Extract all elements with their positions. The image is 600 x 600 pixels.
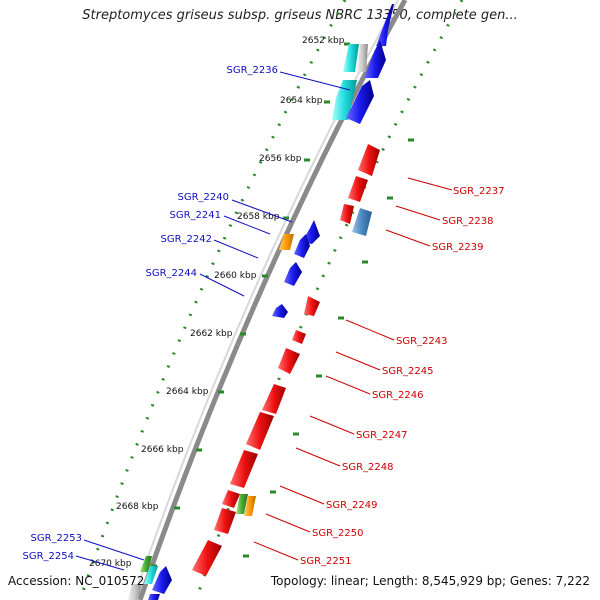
leader-line <box>231 199 293 223</box>
gene-label[interactable]: SGR_2240 <box>178 192 230 203</box>
gene-label[interactable]: SGR_2241 <box>170 210 222 221</box>
gene-arrow[interactable] <box>262 384 286 414</box>
leader-line <box>223 215 271 235</box>
gene-label[interactable]: SGR_2239 <box>432 242 484 253</box>
left-leader-lines <box>75 71 351 571</box>
topology-text: Topology: linear; Length: 8,545,929 bp; … <box>270 574 590 588</box>
gene-label[interactable]: SGR_2242 <box>161 234 213 245</box>
gene-arrow[interactable] <box>244 496 256 516</box>
gene-label[interactable]: SGR_2250 <box>312 528 364 539</box>
gene-arrow[interactable] <box>340 204 354 224</box>
gene-arrow[interactable] <box>364 40 386 78</box>
kbp-tick-labels: 2652 kbp 2654 kbp 2656 kbp 2658 kbp 2660… <box>89 36 345 569</box>
gene-arrow[interactable] <box>144 566 158 584</box>
gene-label[interactable]: SGR_2236 <box>227 65 279 76</box>
leader-line <box>199 273 245 297</box>
gene-arrow[interactable] <box>279 234 294 250</box>
leader-line <box>83 539 145 561</box>
kbp-tick-label: 2668 kbp <box>116 502 159 512</box>
gene-arrow[interactable] <box>357 44 368 72</box>
tick-track-outer <box>78 0 347 600</box>
leader-line <box>265 513 311 533</box>
gene-label[interactable]: SGR_2254 <box>23 551 75 562</box>
kbp-tick-label: 2656 kbp <box>259 154 302 164</box>
gene-label[interactable]: SGR_2244 <box>146 268 198 279</box>
gene-arrow[interactable] <box>348 176 368 202</box>
gene-arrow[interactable] <box>284 262 302 286</box>
gene-arrow[interactable] <box>140 556 152 572</box>
gene-label[interactable]: SGR_2237 <box>453 186 505 197</box>
leader-line <box>345 319 395 341</box>
gene-arrow[interactable] <box>352 208 372 236</box>
forward-strand-genes <box>128 4 394 600</box>
gene-arrow[interactable] <box>343 44 359 72</box>
map-title: Streptomyces griseus subsp. griseus NBRC… <box>82 8 518 23</box>
gene-label[interactable]: SGR_2253 <box>31 533 83 544</box>
gene-arrow[interactable] <box>304 296 320 316</box>
gene-arrow[interactable] <box>294 234 310 258</box>
gene-arrow[interactable] <box>148 594 160 600</box>
leader-line <box>213 239 259 259</box>
kbp-tick-label: 2660 kbp <box>214 271 257 281</box>
gene-arrow[interactable] <box>272 304 288 318</box>
gene-arrow[interactable] <box>358 144 380 176</box>
reverse-strand-genes <box>192 144 380 576</box>
kbp-tick-label: 2670 kbp <box>89 559 132 569</box>
gene-arrow[interactable] <box>152 566 172 594</box>
leader-line <box>407 177 453 191</box>
left-gene-labels: SGR_2236 SGR_2240 SGR_2241 SGR_2242 SGR_… <box>23 65 279 562</box>
accession-text: Accession: NC_010572 <box>8 574 145 588</box>
gene-arrow[interactable] <box>346 80 374 124</box>
kbp-tick-label: 2664 kbp <box>166 387 209 397</box>
gene-arrow[interactable] <box>332 80 357 120</box>
right-gene-labels: SGR_2237 SGR_2238 SGR_2239 SGR_2243 SGR_… <box>300 186 505 567</box>
gene-label[interactable]: SGR_2249 <box>326 500 378 511</box>
gene-label[interactable]: SGR_2246 <box>372 390 424 401</box>
leader-line <box>295 447 341 467</box>
leader-line <box>253 541 299 561</box>
leader-line <box>395 205 441 221</box>
leader-line <box>309 415 355 435</box>
kbp-tick-label: 2658 kbp <box>237 212 280 222</box>
gene-label[interactable]: SGR_2251 <box>300 556 352 567</box>
gene-arrow[interactable] <box>230 450 258 488</box>
leader-line <box>385 229 431 247</box>
leader-line <box>279 71 351 91</box>
kbp-tick-label: 2662 kbp <box>190 329 233 339</box>
genome-backbone <box>137 0 408 600</box>
gene-label[interactable]: SGR_2238 <box>442 216 494 227</box>
kbp-tick-label: 2652 kbp <box>302 36 345 46</box>
gene-arrow[interactable] <box>376 4 394 46</box>
gene-arrow[interactable] <box>128 584 142 600</box>
genome-backbone-inner <box>132 0 399 600</box>
gene-arrow[interactable] <box>236 494 248 514</box>
gene-arrow[interactable] <box>278 348 300 374</box>
gene-label[interactable]: SGR_2243 <box>396 336 448 347</box>
gene-arrow[interactable] <box>292 330 306 344</box>
gene-arrow[interactable] <box>214 508 236 534</box>
leader-line <box>279 485 325 505</box>
gene-arrow[interactable] <box>246 412 274 450</box>
leader-line <box>335 351 381 371</box>
gene-arrow[interactable] <box>192 540 222 576</box>
gene-arrow[interactable] <box>222 490 240 508</box>
right-leader-lines <box>253 177 453 561</box>
gene-label[interactable]: SGR_2245 <box>382 366 434 377</box>
gene-label[interactable]: SGR_2247 <box>356 430 408 441</box>
gene-label[interactable]: SGR_2248 <box>342 462 394 473</box>
leader-line <box>325 375 371 395</box>
leader-line <box>75 555 125 571</box>
kbp-tick-label: 2666 kbp <box>141 445 184 455</box>
kbp-tick-label: 2654 kbp <box>280 96 323 106</box>
